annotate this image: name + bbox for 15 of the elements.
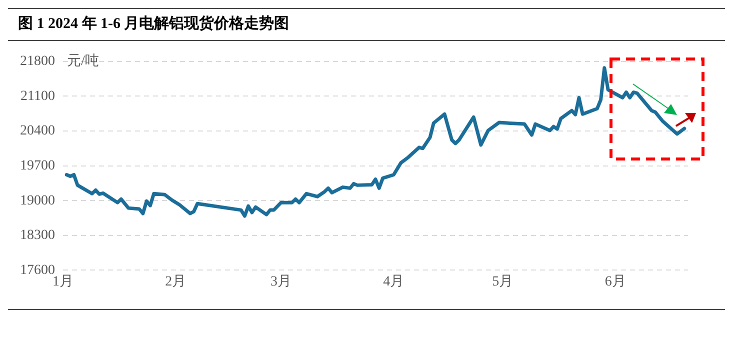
y-tick-label: 17600 [20,262,55,278]
chart-title: 图 1 2024 年 1-6 月电解铝现货价格走势图 [8,8,725,41]
x-tick-label: 6月 [604,274,626,290]
y-tick-label: 21800 [20,54,55,70]
y-tick-label: 21100 [20,88,55,104]
x-tick-label: 3月 [270,274,292,290]
x-tick-label: 4月 [383,274,404,290]
x-tick-label: 2月 [165,274,186,290]
x-tick-label: 1月 [52,274,74,290]
y-tick-label: 18300 [20,228,55,244]
y-tick-label: 20400 [20,124,55,139]
y-tick-label: 19700 [20,158,55,174]
y-tick-label: 19000 [20,193,55,208]
y-axis-title: 元/吨 [67,53,99,70]
x-tick-label: 5月 [492,274,514,290]
